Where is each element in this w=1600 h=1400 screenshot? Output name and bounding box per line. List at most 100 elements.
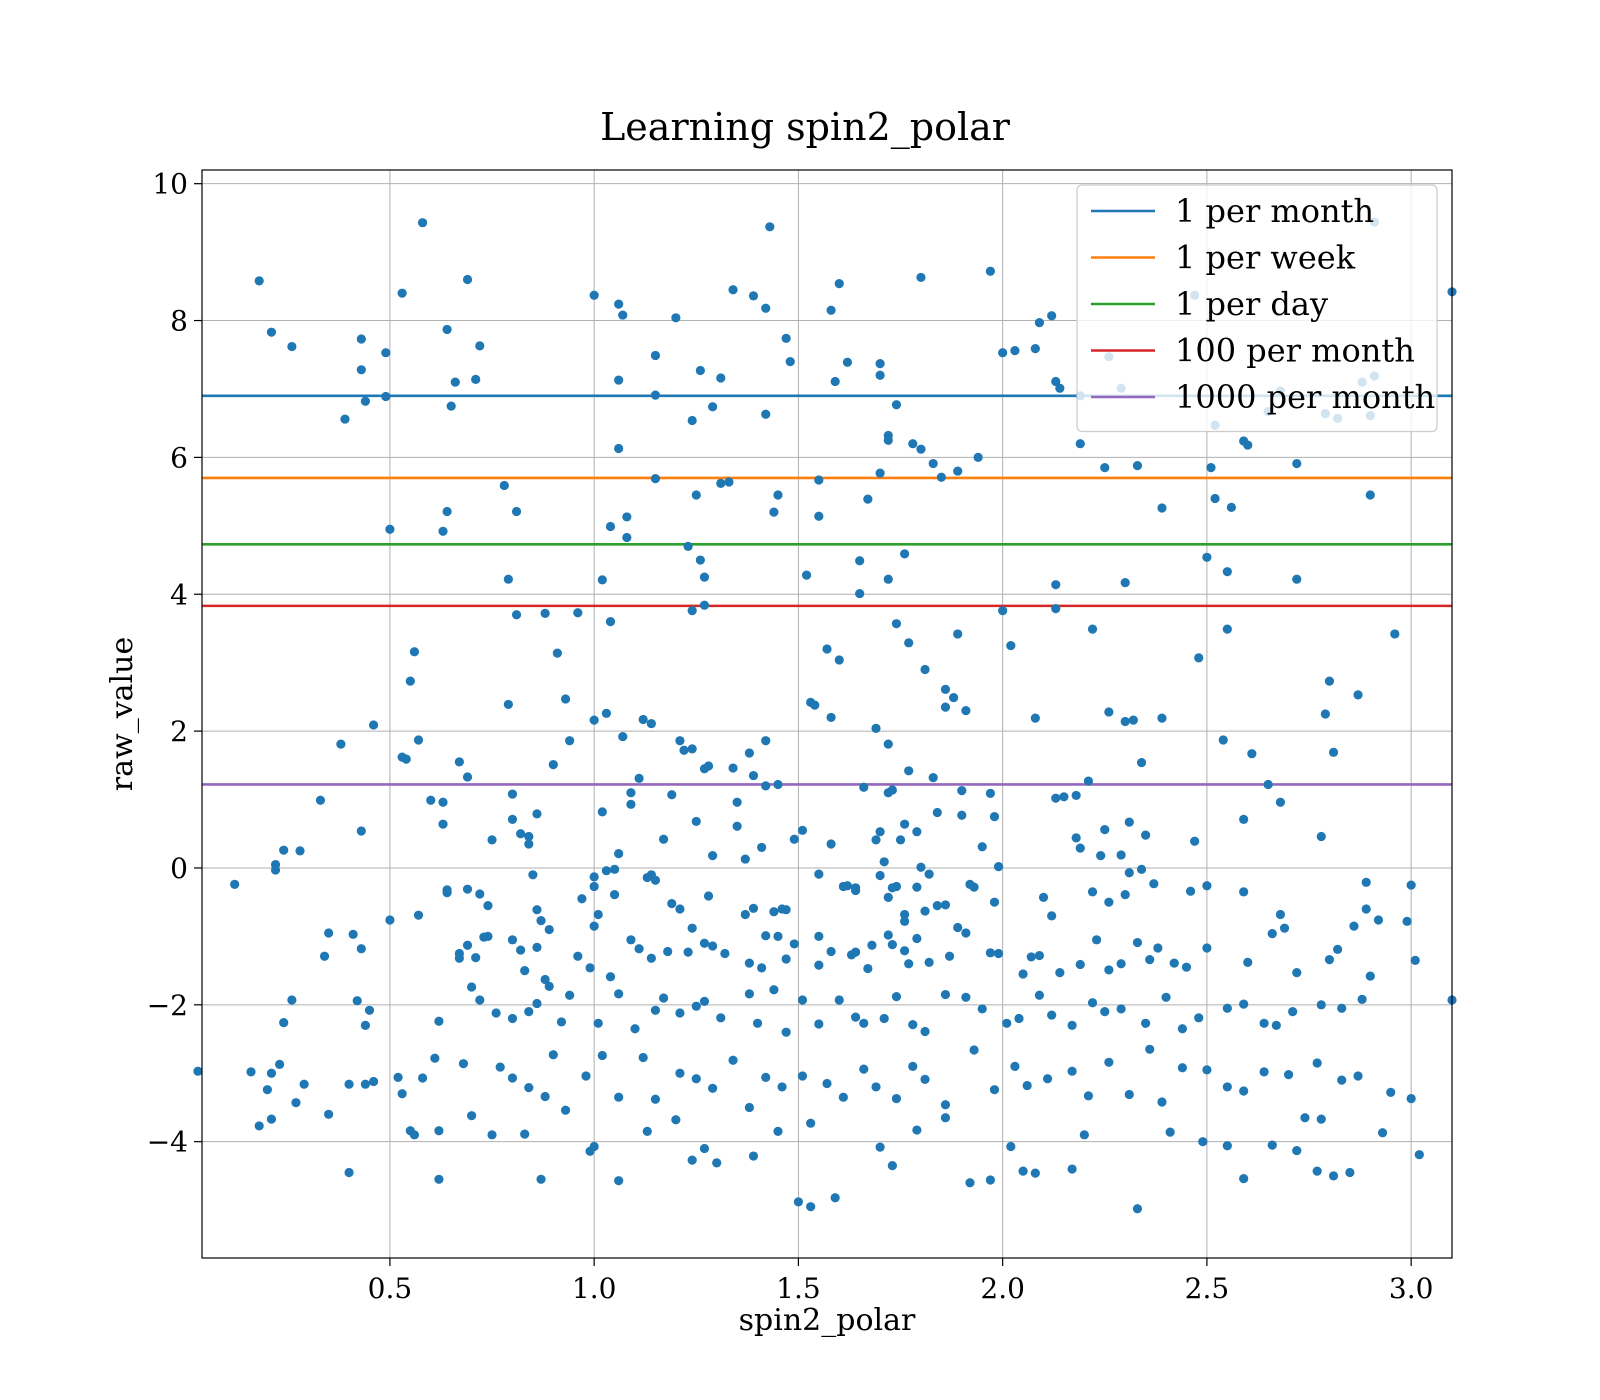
scatter-point: [785, 356, 795, 367]
scatter-point: [1124, 868, 1134, 878]
scatter-point: [560, 694, 571, 704]
scatter-point: [1006, 1141, 1016, 1152]
x-axis-title: spin2_polar: [739, 1303, 916, 1338]
scatter-point: [462, 940, 473, 950]
scatter-point: [1275, 797, 1286, 807]
scatter-point: [891, 400, 902, 410]
scatter-point: [360, 1020, 370, 1030]
scatter-point: [573, 951, 583, 961]
scatter-point: [1316, 831, 1326, 842]
scatter-point: [708, 1083, 718, 1093]
scatter-point: [467, 982, 477, 992]
scatter-point: [499, 480, 509, 491]
scatter-point: [998, 348, 1008, 358]
scatter-point: [266, 1114, 277, 1124]
scatter-point: [924, 869, 934, 879]
scatter-point: [626, 799, 636, 809]
scatter-point: [528, 870, 538, 880]
scatter-point: [977, 1004, 987, 1014]
scatter-point: [540, 974, 550, 985]
scatter-point: [1210, 493, 1220, 504]
scatter-point: [814, 511, 824, 521]
scatter-point: [638, 1052, 648, 1063]
scatter-point: [699, 996, 710, 1006]
scatter-point: [409, 647, 420, 657]
scatter-point: [1104, 897, 1114, 907]
scatter-point: [887, 1161, 897, 1171]
chart-title: Learning spin2_polar: [600, 105, 1011, 150]
scatter-point: [904, 959, 914, 969]
scatter-point: [1292, 968, 1302, 978]
scatter-point: [716, 373, 726, 383]
scatter-point: [1333, 944, 1343, 954]
scatter-point: [1206, 463, 1216, 473]
scatter-point: [609, 890, 620, 900]
scatter-point: [589, 921, 599, 931]
scatter-point: [254, 1121, 264, 1131]
scatter-point: [920, 1074, 930, 1085]
scatter-point: [507, 814, 518, 824]
scatter-point: [1034, 950, 1045, 961]
scatter-point: [1365, 490, 1375, 500]
scatter-point: [1292, 1145, 1302, 1156]
grid: [202, 170, 1452, 1258]
scatter-point: [781, 1027, 791, 1037]
scatter-point: [965, 879, 975, 889]
scatter-point: [1345, 1167, 1355, 1178]
scatter-point: [900, 946, 910, 956]
scatter-point: [1055, 383, 1065, 393]
scatter-point: [1018, 969, 1028, 979]
scatter-point: [814, 931, 824, 941]
scatter-point: [1128, 715, 1138, 725]
scatter-point: [859, 782, 869, 792]
scatter-point: [834, 278, 844, 289]
scatter-point: [544, 924, 554, 935]
scatter-point: [405, 676, 415, 686]
legend: 1 per month 1 per week 1 per day 100 per mo…: [1076, 184, 1438, 433]
scatter-point: [1271, 1020, 1281, 1030]
scatter-point: [417, 218, 428, 228]
scatter-point: [887, 940, 897, 950]
scatter-point: [1087, 624, 1098, 634]
scatter-point: [1239, 999, 1249, 1009]
scatter-point: [626, 935, 636, 945]
scatter-point: [1022, 1080, 1032, 1091]
scatter-point: [1100, 1007, 1110, 1017]
scatter-point: [953, 466, 963, 476]
scatter-point: [593, 909, 603, 920]
scatter-point: [450, 377, 460, 387]
scatter-point: [548, 1050, 558, 1060]
scatter-point: [814, 960, 824, 970]
scatter-point: [471, 953, 481, 963]
scatter-point: [540, 1091, 550, 1102]
scatter-point: [1239, 1086, 1249, 1096]
scatter-point: [516, 829, 526, 839]
scatter-point: [275, 1059, 285, 1069]
scatter-point: [601, 866, 612, 876]
scatter-point: [368, 1076, 379, 1087]
scatter-point: [1047, 311, 1057, 321]
scatter-point: [397, 1089, 407, 1099]
scatter-point: [1324, 955, 1335, 965]
scatter-point: [1243, 957, 1253, 967]
x-tick-label: 3.0: [1389, 1272, 1434, 1305]
scatter-point: [871, 835, 881, 845]
scatter-point: [1096, 851, 1106, 861]
scatter-point: [757, 842, 767, 853]
scatter-point: [1202, 1065, 1212, 1075]
legend-box: [1076, 184, 1438, 433]
scatter-point: [683, 947, 693, 957]
scatter-point: [695, 555, 705, 565]
scatter-point: [855, 588, 865, 599]
scatter-point: [511, 610, 522, 620]
scatter-point: [1083, 1091, 1094, 1101]
scatter-point: [773, 1126, 783, 1137]
scatter-point: [1153, 943, 1163, 953]
scatter-point: [344, 1167, 354, 1178]
scatter-point: [254, 276, 264, 286]
scatter-point: [1141, 830, 1151, 840]
scatter-point: [650, 875, 661, 885]
scatter-point: [916, 272, 926, 283]
scatter-point: [691, 1074, 701, 1084]
scatter-point: [1239, 1174, 1249, 1184]
